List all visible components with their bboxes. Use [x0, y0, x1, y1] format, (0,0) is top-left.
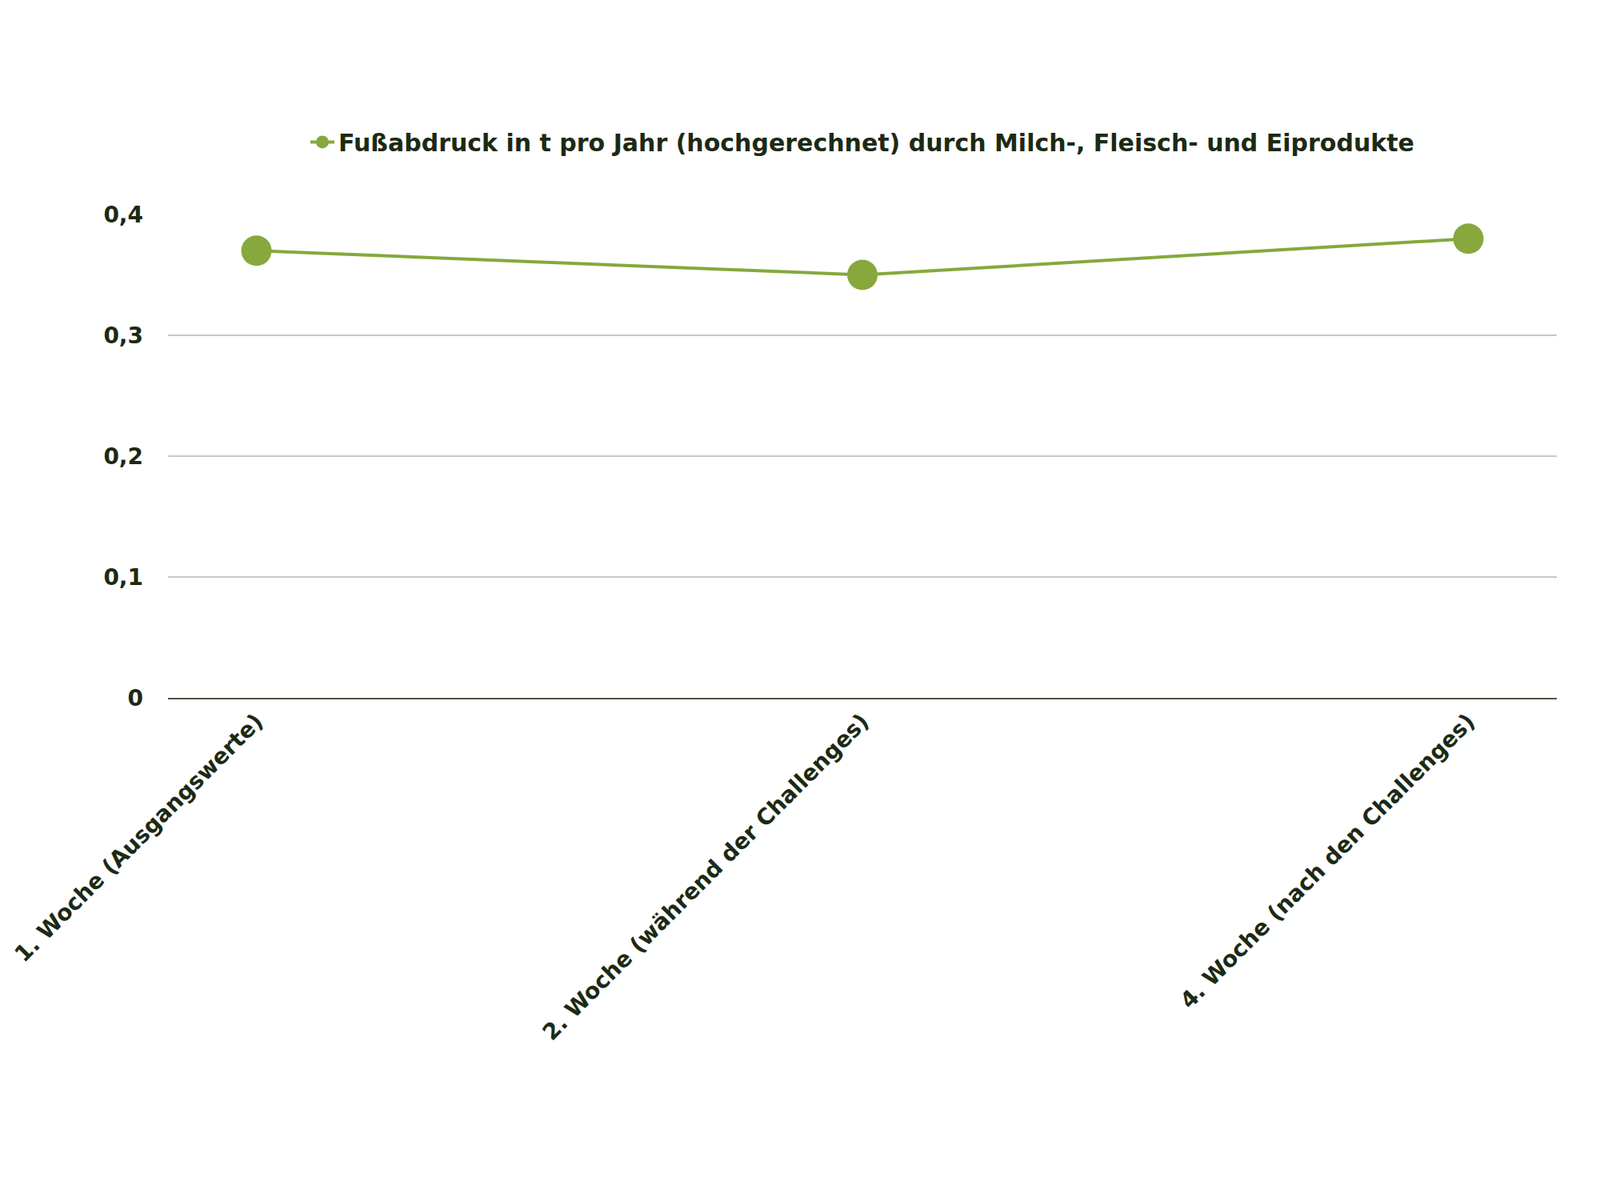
svg-text:2. Woche (während der Challeng: 2. Woche (während der Challenges) [537, 708, 875, 1045]
svg-text:0,4: 0,4 [103, 201, 144, 228]
svg-text:4. Woche (nach den Challenges): 4. Woche (nach den Challenges) [1175, 708, 1481, 1014]
svg-text:0,2: 0,2 [103, 443, 144, 470]
svg-text:1. Woche (Ausgangswerte): 1. Woche (Ausgangswerte) [9, 708, 269, 968]
svg-text:0: 0 [128, 684, 144, 712]
svg-text:Fußabdruck in t pro Jahr (hoch: Fußabdruck in t pro Jahr (hochgerechnet)… [338, 128, 1415, 157]
svg-text:0,3: 0,3 [103, 322, 144, 349]
svg-text:0,1: 0,1 [103, 564, 144, 591]
